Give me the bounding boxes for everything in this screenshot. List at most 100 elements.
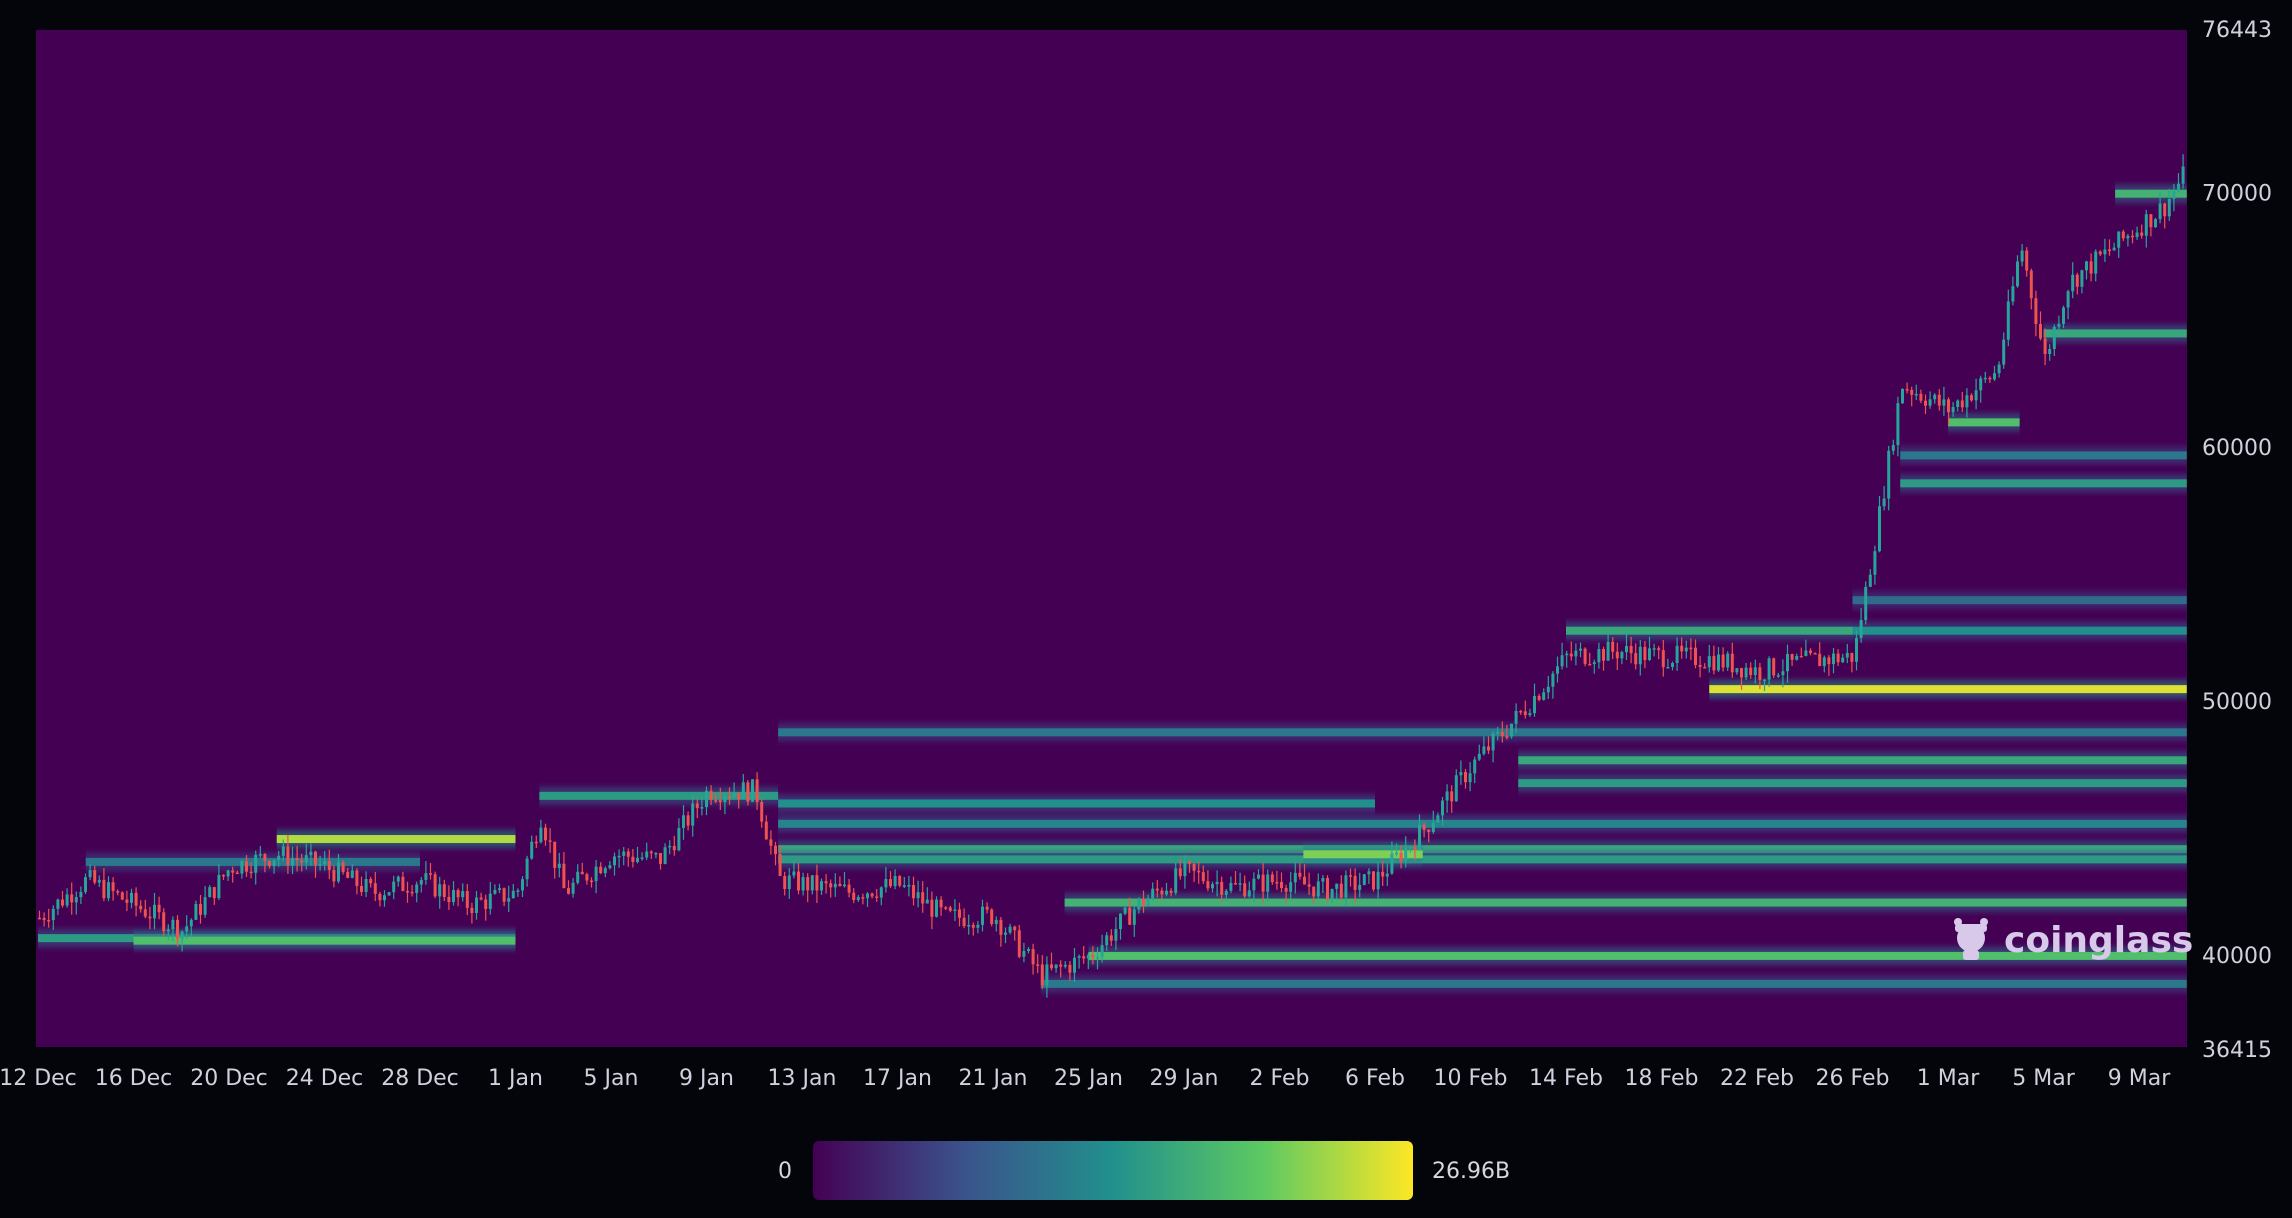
candle-body xyxy=(769,839,773,846)
candle-body xyxy=(254,854,258,873)
candle-body xyxy=(567,888,570,894)
candle-body xyxy=(1873,551,1877,575)
x-tick-label: 22 Feb xyxy=(1720,1066,1794,1091)
candle-body xyxy=(498,888,501,890)
candle-body xyxy=(1390,853,1394,874)
candle-body xyxy=(65,894,69,906)
candle-body xyxy=(1142,898,1145,906)
candle-body xyxy=(764,821,768,840)
candle-body xyxy=(1652,648,1656,650)
candle-body xyxy=(645,851,649,858)
x-tick-label: 20 Dec xyxy=(190,1066,268,1091)
candle-body xyxy=(810,875,814,891)
candle-body xyxy=(79,891,83,898)
x-tick-label: 5 Jan xyxy=(584,1066,639,1091)
candle-body xyxy=(1385,873,1389,877)
candle-body xyxy=(594,866,598,882)
candle-body xyxy=(1505,736,1509,738)
candle-body xyxy=(2085,261,2088,271)
candle-body xyxy=(1362,874,1366,885)
candle-body xyxy=(576,871,580,883)
candle-body xyxy=(1620,652,1624,659)
candle-body xyxy=(1197,870,1201,873)
candle-body xyxy=(1758,667,1762,680)
liquidity-band xyxy=(1088,951,2187,960)
candle-body xyxy=(1192,863,1196,871)
candle-body xyxy=(718,800,722,803)
candle-body xyxy=(429,873,432,875)
candle-body xyxy=(1997,364,2001,374)
candle-body xyxy=(2098,251,2102,255)
x-tick-label: 21 Jan xyxy=(959,1066,1028,1091)
candle-body xyxy=(208,887,212,898)
candle-body xyxy=(1689,647,1693,650)
candle-body xyxy=(958,909,961,918)
candle-body xyxy=(649,851,653,854)
liquidity-band xyxy=(1852,626,2187,635)
liquidity-band xyxy=(1566,626,1853,635)
candle-body xyxy=(1045,964,1049,986)
candle-body xyxy=(1882,498,1886,507)
candle-body xyxy=(1896,403,1900,446)
candle-body xyxy=(364,879,368,892)
candle-body xyxy=(1482,746,1486,754)
candle-body xyxy=(1611,641,1615,652)
candle-body xyxy=(682,815,685,828)
liquidity-band xyxy=(276,835,516,844)
candle-body xyxy=(456,890,460,898)
candle-body xyxy=(1979,378,1983,391)
candle-body xyxy=(617,855,621,858)
candle-body xyxy=(521,879,524,891)
candle-body xyxy=(139,905,143,910)
candle-body xyxy=(847,884,851,893)
candle-body xyxy=(2057,323,2061,327)
candle-body xyxy=(893,876,897,887)
candle-body xyxy=(1275,882,1279,884)
candle-body xyxy=(1151,888,1155,899)
candle-body xyxy=(1316,881,1320,897)
candle-body xyxy=(1804,650,1808,657)
candle-body xyxy=(1827,657,1831,665)
candle-body xyxy=(1809,650,1812,654)
candle-body xyxy=(1657,648,1661,651)
coinglass-logo-icon xyxy=(1954,918,1988,960)
candle-body xyxy=(2071,274,2075,292)
candle-body xyxy=(1661,650,1665,668)
candle-body xyxy=(1307,884,1311,887)
candle-body xyxy=(107,882,110,899)
candle-body xyxy=(1514,710,1518,724)
candle-body xyxy=(1266,874,1270,892)
candle-body xyxy=(829,883,833,888)
candle-body xyxy=(346,872,350,878)
candle-body xyxy=(1468,773,1472,783)
liquidity-band xyxy=(1852,596,2187,605)
candle-body xyxy=(1201,872,1205,882)
candle-body xyxy=(1165,890,1168,895)
candle-body xyxy=(93,870,97,883)
candle-body xyxy=(870,893,874,897)
candle-body xyxy=(475,897,478,913)
candle-body xyxy=(134,892,138,906)
candle-body xyxy=(1280,882,1283,889)
x-tick-label: 25 Jan xyxy=(1054,1066,1123,1091)
candle-body xyxy=(815,875,819,891)
y-tick-label: 50000 xyxy=(2202,690,2272,715)
candle-body xyxy=(291,858,294,866)
candle-body xyxy=(1027,949,1030,951)
candle-body xyxy=(2002,339,2006,365)
y-axis: 76443 40000 50000 60000 70000 36415 xyxy=(2202,18,2272,1063)
candle-body xyxy=(70,894,74,903)
candle-body xyxy=(1008,926,1012,933)
candle-body xyxy=(1928,399,1932,406)
candle-body xyxy=(755,779,759,803)
candle-body xyxy=(608,865,612,869)
candle-body xyxy=(1533,695,1536,714)
candle-body xyxy=(843,884,846,887)
candle-body xyxy=(1091,955,1095,958)
candle-body xyxy=(1799,655,1803,658)
candle-body xyxy=(921,892,925,904)
candle-body xyxy=(1500,731,1504,737)
candle-body xyxy=(1229,882,1233,891)
candle-body xyxy=(212,887,216,899)
